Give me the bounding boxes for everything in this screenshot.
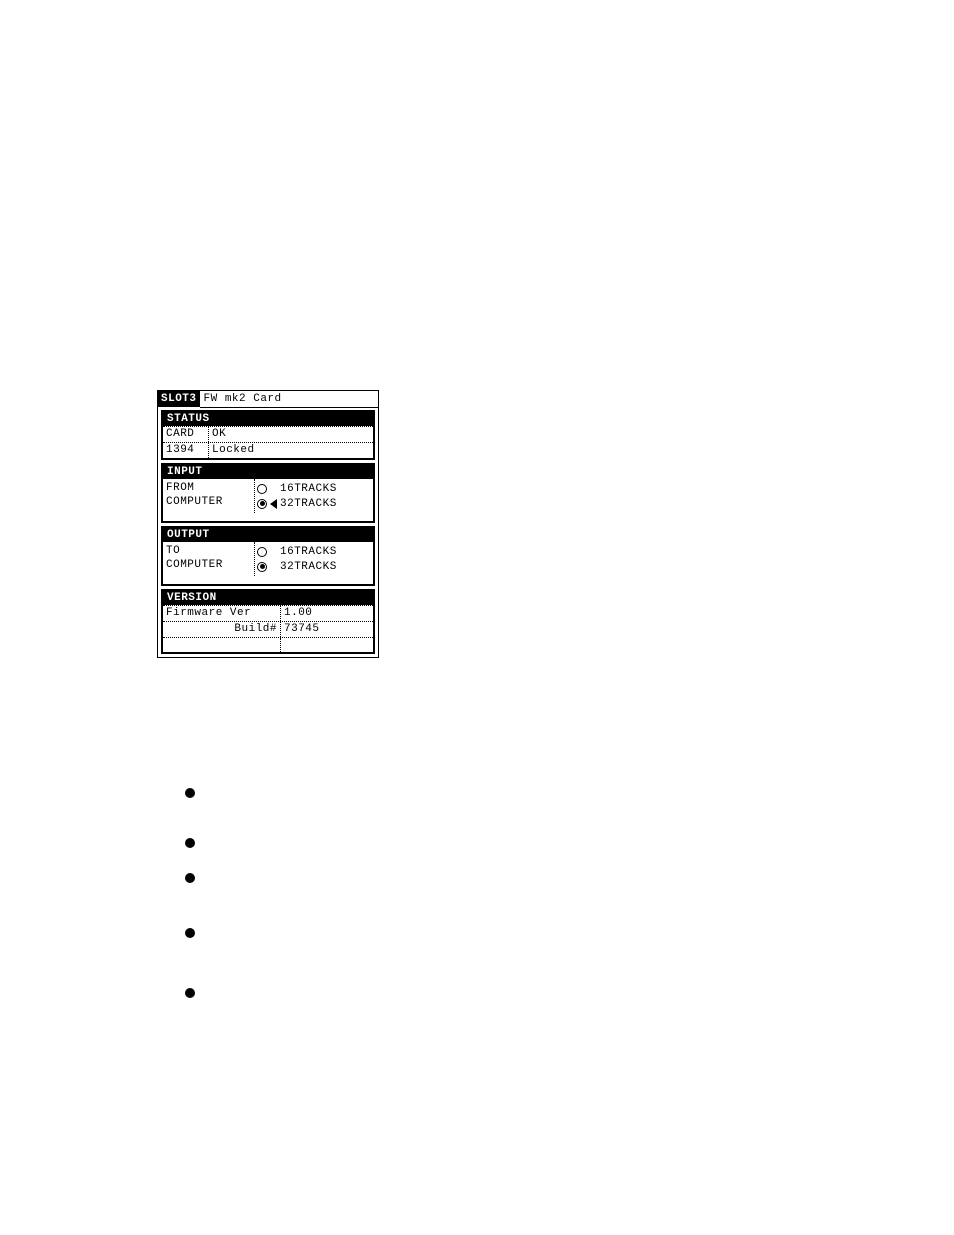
cursor-left-icon: [270, 499, 277, 509]
input-option-label: 32TRACKS: [280, 497, 337, 511]
status-row-card: CARD OK: [163, 426, 373, 442]
version-section: VERSION Firmware Ver 1.00 Build# 73745: [161, 589, 375, 654]
version-row-build: Build# 73745: [163, 621, 373, 637]
radio-selected-icon: [257, 499, 267, 509]
version-key-firmware: Firmware Ver: [163, 606, 281, 621]
bullet-icon: [185, 988, 195, 998]
input-option-32tracks[interactable]: 32TRACKS: [257, 496, 371, 511]
output-option-label: 16TRACKS: [280, 545, 337, 559]
input-options: 16TRACKS 32TRACKS: [255, 479, 373, 513]
output-option-32tracks[interactable]: 32TRACKS: [257, 559, 371, 574]
version-val-blank: [281, 638, 373, 652]
output-option-label: 32TRACKS: [280, 560, 337, 574]
input-source-label: FROM COMPUTER: [163, 479, 255, 513]
input-option-16tracks[interactable]: 16TRACKS: [257, 481, 371, 496]
output-dest-label: TO COMPUTER: [163, 542, 255, 576]
output-section: OUTPUT TO COMPUTER 16TRACKS 32TRACKS: [161, 526, 375, 586]
input-from-line2: COMPUTER: [166, 495, 251, 509]
output-to-line2: COMPUTER: [166, 558, 251, 572]
slot-label: SLOT3: [158, 391, 200, 407]
output-option-16tracks[interactable]: 16TRACKS: [257, 544, 371, 559]
status-key-card: CARD: [163, 427, 209, 442]
status-section: STATUS CARD OK 1394 Locked: [161, 410, 375, 460]
input-from-line1: FROM: [166, 481, 251, 495]
output-options: 16TRACKS 32TRACKS: [255, 542, 373, 576]
input-header: INPUT: [163, 465, 373, 479]
output-to-line1: TO: [166, 544, 251, 558]
version-key-blank: [163, 638, 281, 652]
version-row-firmware: Firmware Ver 1.00: [163, 605, 373, 621]
input-section: INPUT FROM COMPUTER 16TRACKS 32TRACKS: [161, 463, 375, 523]
status-header: STATUS: [163, 412, 373, 426]
status-key-1394: 1394: [163, 443, 209, 458]
lcd-panel: SLOT3 FW mk2 Card STATUS CARD OK 1394 Lo…: [157, 390, 379, 658]
title-row: SLOT3 FW mk2 Card: [158, 391, 378, 407]
version-header: VERSION: [163, 591, 373, 605]
version-row-blank: [163, 637, 373, 652]
status-row-1394: 1394 Locked: [163, 442, 373, 458]
output-header: OUTPUT: [163, 528, 373, 542]
card-name: FW mk2 Card: [200, 391, 378, 408]
status-val-1394: Locked: [209, 443, 373, 458]
bullet-icon: [185, 873, 195, 883]
version-key-build: Build#: [163, 622, 281, 637]
bullet-icon: [185, 838, 195, 848]
radio-icon: [257, 484, 267, 494]
version-val-firmware: 1.00: [281, 606, 373, 621]
input-option-label: 16TRACKS: [280, 482, 337, 496]
radio-icon: [257, 547, 267, 557]
bullet-icon: [185, 928, 195, 938]
status-val-card: OK: [209, 427, 373, 442]
bullet-list: [185, 788, 195, 1038]
bullet-icon: [185, 788, 195, 798]
radio-selected-icon: [257, 562, 267, 572]
version-val-build: 73745: [281, 622, 373, 637]
